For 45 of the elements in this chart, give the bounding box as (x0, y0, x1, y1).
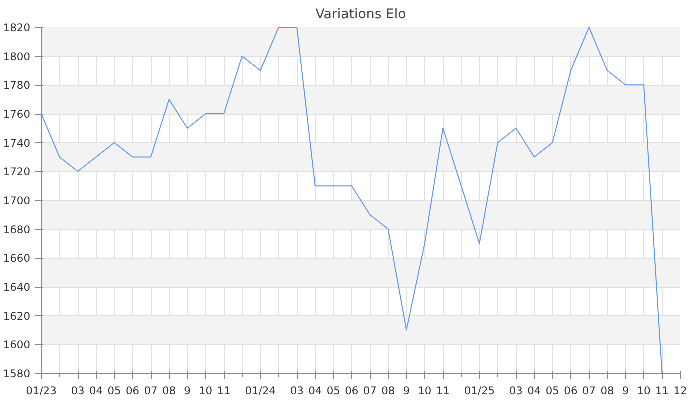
y-tick-label: 1680 (3, 223, 31, 236)
x-tick-label: 11 (217, 384, 231, 398)
x-tick-label: 06 (564, 384, 578, 398)
x-tick-label: 9 (622, 384, 630, 398)
x-tick-label: 10 (418, 384, 432, 398)
y-tick-label: 1620 (3, 310, 31, 323)
x-tick-label: 04 (89, 384, 104, 398)
x-tick-label: 04 (528, 384, 542, 398)
y-tick-label: 1640 (3, 281, 31, 294)
y-tick-label: 1820 (3, 22, 31, 34)
x-tick-label: 12 (674, 384, 688, 398)
y-tick-label: 1780 (3, 79, 31, 92)
x-tick-label: 03 (71, 384, 85, 398)
x-tick-label: 10 (637, 384, 651, 398)
x-tick-label: 08 (382, 384, 396, 398)
x-tick-label: 06 (345, 384, 359, 398)
x-tick-label: 05 (108, 384, 122, 398)
x-tick-label: 01/24 (245, 384, 276, 398)
x-tick-label: 10 (199, 384, 213, 398)
x-tick-label: 06 (126, 384, 140, 398)
x-tick-label: 07 (144, 384, 158, 398)
x-tick-label: 04 (308, 384, 322, 398)
x-tick-label: 11 (436, 384, 450, 398)
x-tick-label: 01/25 (464, 384, 496, 398)
x-tick-label: 01/23 (26, 384, 57, 398)
x-tick-label: 11 (655, 384, 670, 398)
y-tick-label: 1580 (3, 368, 31, 380)
chart-title: Variations Elo (316, 8, 406, 22)
y-tick-label: 1660 (3, 252, 31, 266)
x-tick-label: 03 (290, 384, 304, 398)
x-tick-label: 05 (546, 384, 560, 398)
y-tick-label: 1740 (3, 136, 31, 150)
x-tick-label: 07 (582, 384, 596, 398)
x-tick-label: 07 (363, 384, 377, 398)
x-tick-label: 08 (162, 384, 176, 398)
x-tick-label: 05 (326, 384, 340, 398)
x-tick-label: 9 (403, 384, 410, 398)
y-tick-label: 1760 (3, 108, 31, 121)
y-tick-label: 1800 (3, 50, 31, 64)
y-tick-label: 1720 (3, 166, 31, 179)
x-tick-label: 08 (600, 384, 614, 398)
y-tick-label: 1700 (3, 194, 31, 208)
x-tick-label: 03 (509, 384, 523, 398)
y-tick-label: 1600 (3, 338, 31, 352)
x-tick-label: 9 (184, 384, 192, 398)
